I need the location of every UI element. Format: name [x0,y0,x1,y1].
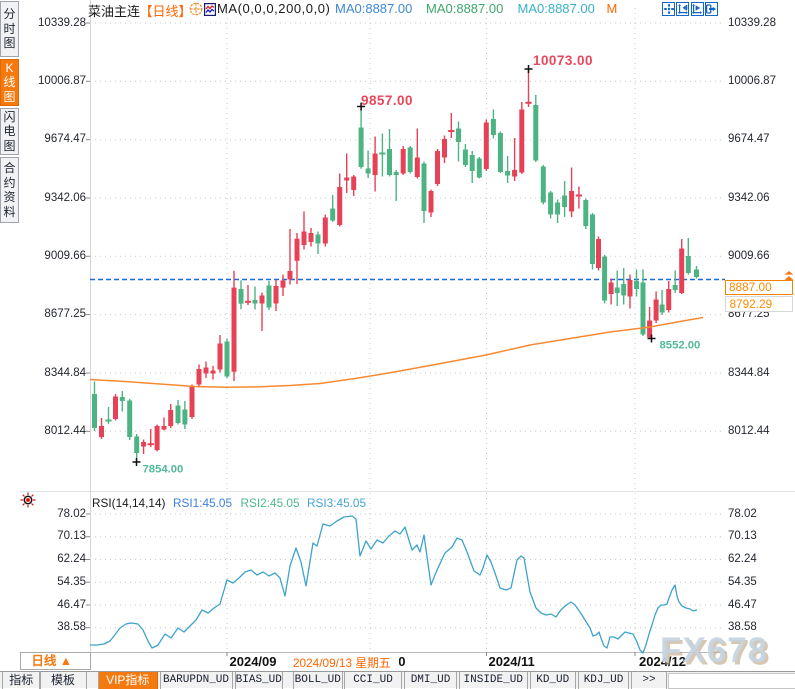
svg-text:9857.00: 9857.00 [361,93,413,108]
svg-text:10073.00: 10073.00 [533,53,593,68]
svg-text:7854.00: 7854.00 [143,464,184,476]
svg-text:8552.00: 8552.00 [660,340,701,352]
